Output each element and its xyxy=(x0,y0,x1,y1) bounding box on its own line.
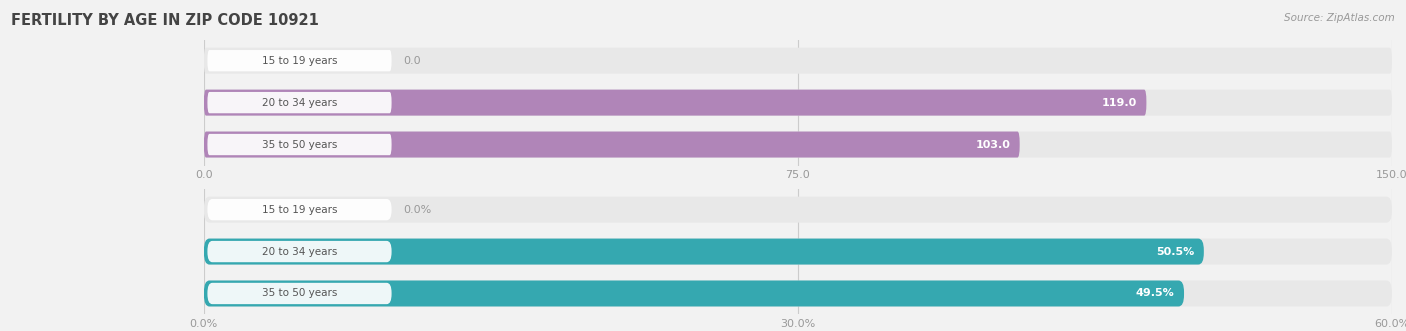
FancyBboxPatch shape xyxy=(204,197,1392,223)
FancyBboxPatch shape xyxy=(204,131,1392,158)
Text: 119.0: 119.0 xyxy=(1102,98,1137,108)
Text: 15 to 19 years: 15 to 19 years xyxy=(262,205,337,214)
FancyBboxPatch shape xyxy=(204,280,1392,307)
Text: Source: ZipAtlas.com: Source: ZipAtlas.com xyxy=(1284,13,1395,23)
Text: FERTILITY BY AGE IN ZIP CODE 10921: FERTILITY BY AGE IN ZIP CODE 10921 xyxy=(11,13,319,28)
FancyBboxPatch shape xyxy=(208,50,392,71)
FancyBboxPatch shape xyxy=(208,199,392,220)
Text: 20 to 34 years: 20 to 34 years xyxy=(262,98,337,108)
Text: 35 to 50 years: 35 to 50 years xyxy=(262,140,337,150)
Text: 0.0%: 0.0% xyxy=(404,205,432,214)
FancyBboxPatch shape xyxy=(208,241,392,262)
FancyBboxPatch shape xyxy=(208,134,392,155)
FancyBboxPatch shape xyxy=(208,283,392,304)
Text: 103.0: 103.0 xyxy=(976,140,1010,150)
FancyBboxPatch shape xyxy=(204,131,1019,158)
FancyBboxPatch shape xyxy=(204,280,1184,307)
FancyBboxPatch shape xyxy=(204,90,1392,116)
Text: 20 to 34 years: 20 to 34 years xyxy=(262,247,337,257)
Text: 49.5%: 49.5% xyxy=(1136,289,1174,299)
Text: 50.5%: 50.5% xyxy=(1156,247,1194,257)
FancyBboxPatch shape xyxy=(208,92,392,113)
Text: 0.0: 0.0 xyxy=(404,56,420,66)
FancyBboxPatch shape xyxy=(204,239,1392,264)
FancyBboxPatch shape xyxy=(204,239,1204,264)
FancyBboxPatch shape xyxy=(204,90,1146,116)
Text: 35 to 50 years: 35 to 50 years xyxy=(262,289,337,299)
Text: 15 to 19 years: 15 to 19 years xyxy=(262,56,337,66)
FancyBboxPatch shape xyxy=(204,48,1392,74)
